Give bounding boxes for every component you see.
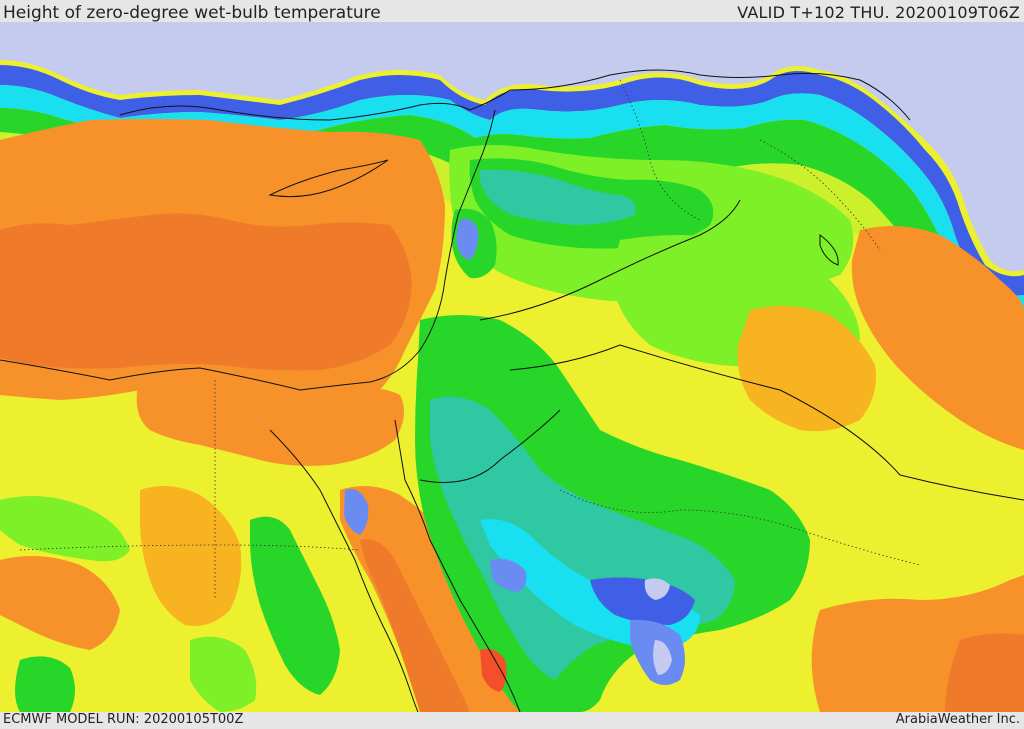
coastline-mediterranean [0,109,496,391]
border-saudi-internal [559,489,921,566]
snow-level-region-yellow-gulf [862,410,1024,540]
snow-level-region-redorange-eritrea [480,648,507,692]
snow-level-region-north [0,20,1024,272]
internal-borders [19,79,921,600]
snow-level-region-lavender-arabia [644,578,670,600]
snow-level-band-cyan [0,85,1024,311]
border-egypt-sudan [19,544,361,551]
snow-level-region-orange-south-mid [140,486,242,626]
footer-bar: ECMWF MODEL RUN: 20200105T00Z ArabiaWeat… [0,712,1024,729]
snow-level-region-teal-syria [479,169,636,225]
border-turkey-internal [619,79,701,221]
snow-level-region-lavender-arabia-2 [653,640,672,675]
snow-level-region-blue-lebanon [456,218,479,260]
border-iran-internal [759,139,881,251]
coastline-red-sea-west [269,429,419,712]
snow-level-region-orange-iran [851,226,1024,450]
snow-level-region-green-africa-2 [15,656,75,712]
gulf-coast [819,233,839,266]
border-jordan-saudi [419,409,561,483]
coastline-cyprus [268,159,389,198]
snow-level-region-blue-sinai [344,489,369,535]
title-bar: Height of zero-degree wet-bulb temperatu… [0,0,1024,23]
coastline-turkey [119,69,911,121]
coastline-red-sea-east [404,479,521,712]
snow-level-region-dark-orange-yemen [945,633,1024,712]
credit-label: ArabiaWeather Inc. [895,712,1020,727]
snow-level-region-darkorange-redsea [360,539,470,712]
map-canvas [0,20,1024,712]
model-run-label: ECMWF MODEL RUN: 20200105T00Z [3,712,244,727]
snow-level-region-orange-mideast [136,368,404,466]
map-title: Height of zero-degree wet-bulb temperatu… [3,3,381,23]
snow-level-region-lightgreen-africa [0,496,130,562]
snow-level-region-blue-arabia-3 [490,558,527,592]
coastline-aqaba [394,419,406,481]
snow-level-region-orange-south-left [0,556,120,650]
snow-level-region-orange-iraq-east [737,306,876,432]
valid-time-label: VALID T+102 THU. 20200109T06Z [737,3,1020,22]
snow-level-region-darkorange-med [0,213,412,371]
border-syria-iraq [479,199,741,321]
snow-level-region-green-africa-1 [250,516,340,695]
snow-level-band-green-north [0,108,1024,327]
coastlines [0,69,1024,712]
weather-map[interactable] [0,20,1024,712]
snow-level-region-lightgreen-africa-2 [190,636,257,712]
border-iraq-saudi [509,344,1024,501]
